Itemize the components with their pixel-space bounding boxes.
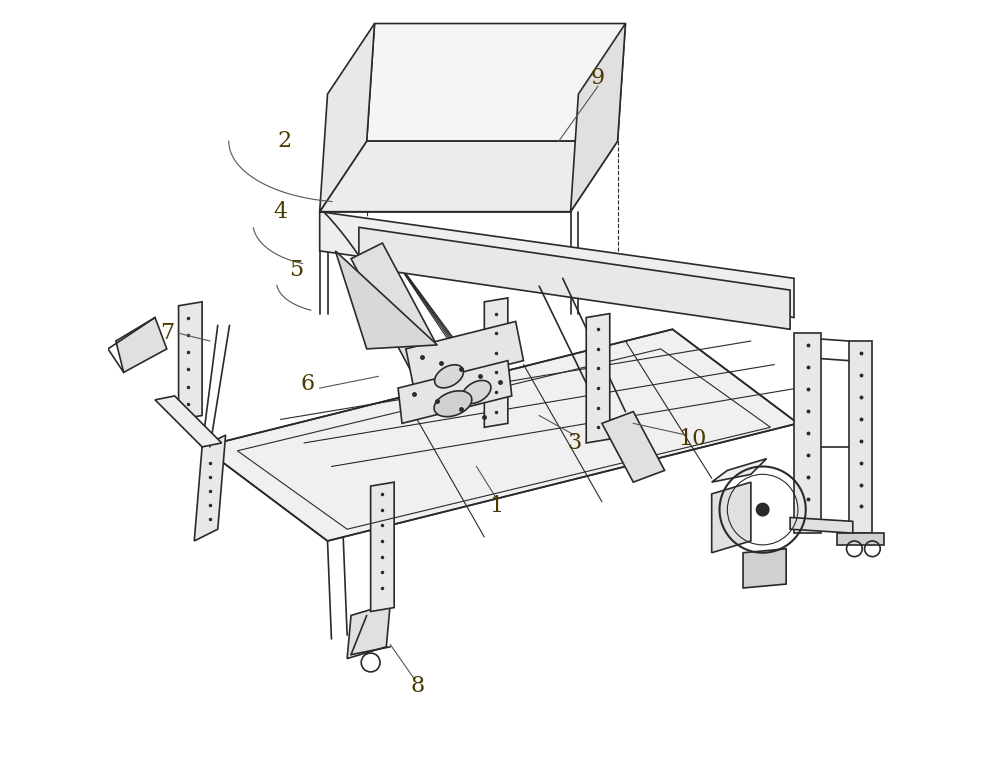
Ellipse shape [462, 380, 491, 404]
Text: 8: 8 [411, 675, 425, 697]
Text: 10: 10 [678, 428, 706, 450]
Polygon shape [790, 517, 853, 533]
Polygon shape [367, 24, 625, 141]
Polygon shape [320, 212, 794, 318]
Polygon shape [602, 412, 665, 482]
Ellipse shape [434, 391, 472, 416]
Polygon shape [849, 341, 872, 533]
Polygon shape [179, 302, 202, 419]
Polygon shape [743, 549, 786, 588]
Polygon shape [320, 141, 618, 212]
Polygon shape [359, 227, 790, 329]
Polygon shape [837, 533, 884, 545]
Polygon shape [398, 361, 512, 423]
Polygon shape [586, 314, 610, 443]
Circle shape [756, 503, 769, 516]
Polygon shape [484, 298, 508, 427]
Text: 7: 7 [160, 322, 174, 344]
Polygon shape [371, 482, 394, 612]
Text: 4: 4 [273, 201, 288, 223]
Polygon shape [155, 396, 222, 447]
Text: 2: 2 [277, 130, 291, 152]
Text: 3: 3 [567, 432, 582, 454]
Polygon shape [194, 435, 226, 541]
Polygon shape [116, 318, 167, 372]
Polygon shape [202, 329, 798, 541]
Polygon shape [347, 604, 390, 659]
Text: 5: 5 [289, 260, 303, 281]
Ellipse shape [435, 365, 463, 388]
Polygon shape [571, 24, 625, 212]
Polygon shape [351, 243, 445, 376]
Polygon shape [794, 333, 821, 533]
Polygon shape [320, 24, 375, 212]
Polygon shape [406, 321, 524, 388]
Text: 6: 6 [301, 373, 315, 395]
Polygon shape [335, 251, 437, 349]
Polygon shape [712, 482, 751, 553]
Text: 9: 9 [591, 67, 605, 89]
Text: 1: 1 [489, 495, 503, 517]
Polygon shape [712, 459, 767, 482]
